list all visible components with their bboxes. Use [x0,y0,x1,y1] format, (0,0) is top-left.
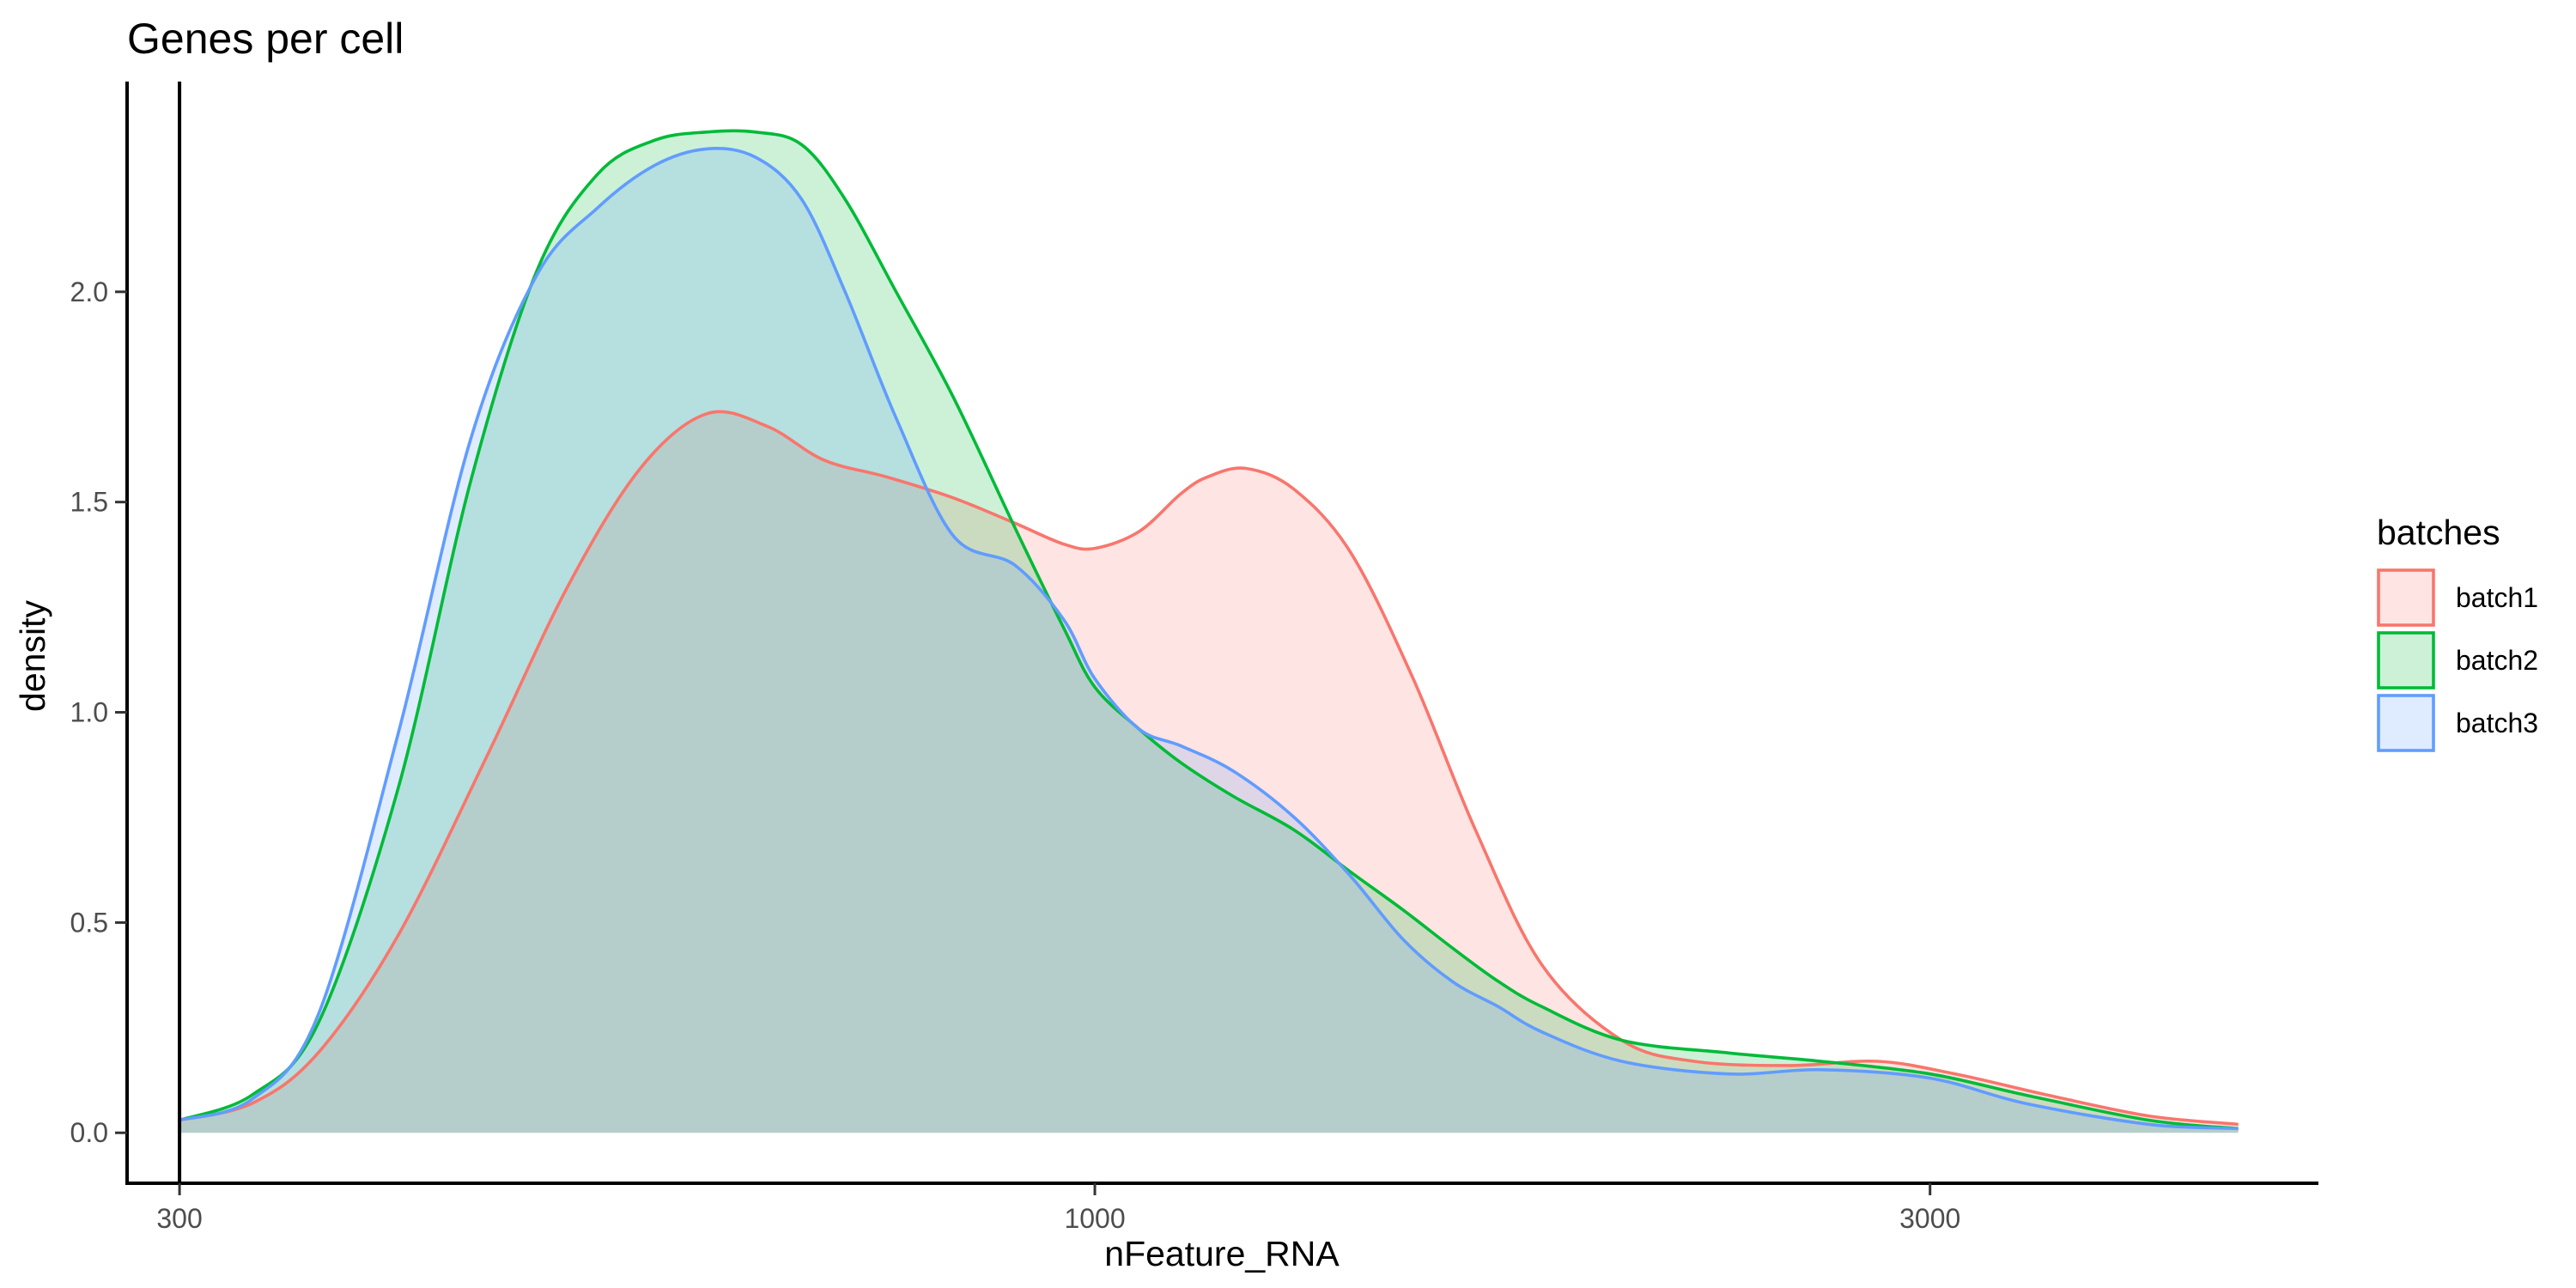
legend-key-batch1 [2377,568,2435,627]
density-area-batch2 [179,131,2239,1133]
legend-key-batch3 [2377,694,2435,752]
x-tick-label: 1000 [1064,1203,1125,1234]
legend-key-batch2 [2377,631,2435,690]
legend-items: batch1 batch2 batch3 [2377,568,2538,752]
legend-label-batch3: batch3 [2456,708,2538,738]
chart-title: Genes per cell [127,15,404,63]
legend-label-batch1: batch1 [2456,582,2538,613]
legend-title: batches [2377,513,2500,552]
y-tick-label: 1.0 [70,697,108,728]
density-areas [179,131,2239,1133]
x-axis-title: nFeature_RNA [1104,1234,1340,1273]
x-tick-label: 300 [156,1203,202,1234]
density-area-batch1 [179,411,2239,1133]
x-tick-label: 3000 [1899,1203,1960,1234]
y-axis-title: density [13,600,52,712]
x-axis-ticks: 300 1000 3000 [156,1183,1960,1234]
density-line-batch2 [179,129,2239,1131]
density-line-batch1 [179,410,2239,1127]
legend: batches batch1 batch2 batch3 [2377,513,2538,752]
y-tick-label: 2.0 [70,276,108,307]
legend-label-batch2: batch2 [2456,645,2538,676]
density-outlines [179,129,2239,1131]
density-area-batch3 [179,148,2239,1133]
y-tick-label: 0.5 [70,907,108,938]
y-tick-label: 1.5 [70,487,108,518]
density-line-batch3 [179,147,2239,1131]
y-tick-label: 0.0 [70,1117,108,1148]
y-axis-ticks: 0.0 0.5 1.0 1.5 2.0 [70,276,127,1148]
